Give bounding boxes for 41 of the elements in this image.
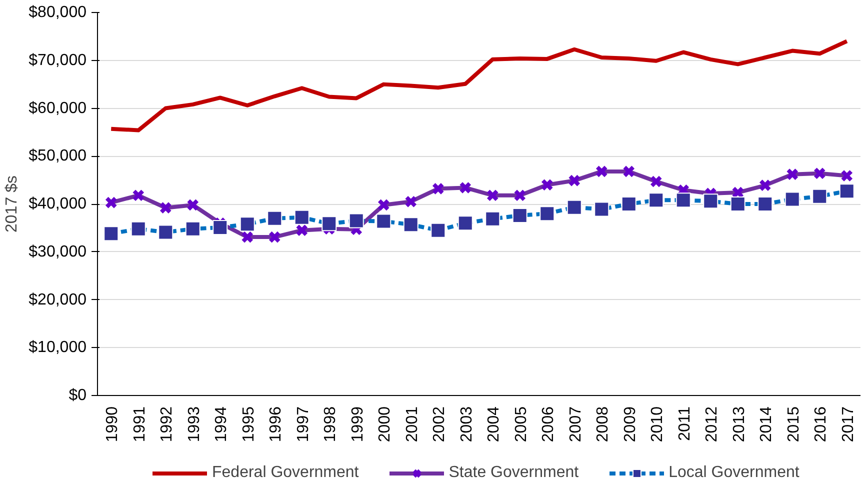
x-tick-label: 2000 — [376, 406, 394, 442]
x-tick-label: 2007 — [567, 406, 584, 442]
x-tick-label: 1994 — [213, 406, 230, 442]
x-tick-label: 1990 — [104, 406, 122, 442]
legend-label: Federal Government — [212, 464, 359, 482]
x-tick-label: 2008 — [594, 406, 612, 442]
y-axis-title: 2017 $s — [4, 176, 21, 232]
x-tick-label: 2001 — [404, 406, 421, 442]
y-tick-label: $10,000 — [28, 339, 87, 356]
x-tick-label: 1992 — [158, 406, 176, 442]
x-tick-label: 2005 — [512, 406, 530, 442]
x-tick-label: 2014 — [758, 406, 776, 442]
x-tick-label: 2017 — [840, 406, 857, 442]
x-tick-label: 2015 — [785, 406, 802, 442]
x-tick-label: 2012 — [704, 406, 721, 442]
y-tick-label: $80,000 — [28, 4, 87, 21]
x-tick-label: 2004 — [486, 406, 503, 442]
x-tick-label: 2011 — [676, 406, 694, 441]
x-tick-label: 2009 — [622, 406, 639, 442]
x-tick-label: 1998 — [322, 406, 340, 442]
y-tick-label: $0 — [68, 387, 87, 404]
x-tick-label: 2002 — [431, 406, 448, 442]
x-tick-label: 2013 — [730, 406, 748, 442]
x-tick-label: 2016 — [812, 406, 830, 442]
y-tick-label: $60,000 — [28, 100, 87, 117]
y-tick-label: $70,000 — [28, 52, 87, 69]
y-tick-label: $30,000 — [28, 243, 87, 260]
x-tick-label: 2006 — [540, 406, 558, 442]
y-tick-label: $50,000 — [28, 148, 87, 165]
y-tick-label: $40,000 — [28, 196, 87, 212]
y-tick-label: $20,000 — [28, 291, 87, 308]
x-tick-label: 2010 — [649, 406, 666, 442]
x-tick-label: 1993 — [186, 406, 203, 442]
legend-label: Local Government — [668, 464, 800, 482]
x-tick-label: 1999 — [349, 406, 366, 442]
x-tick-label: 2003 — [458, 406, 476, 442]
legend-label: State Government — [448, 464, 579, 482]
x-tick-label: 1995 — [240, 406, 258, 442]
x-tick-label: 1996 — [268, 406, 285, 442]
x-tick-label: 1991 — [131, 406, 148, 442]
x-tick-label: 1997 — [294, 406, 312, 442]
